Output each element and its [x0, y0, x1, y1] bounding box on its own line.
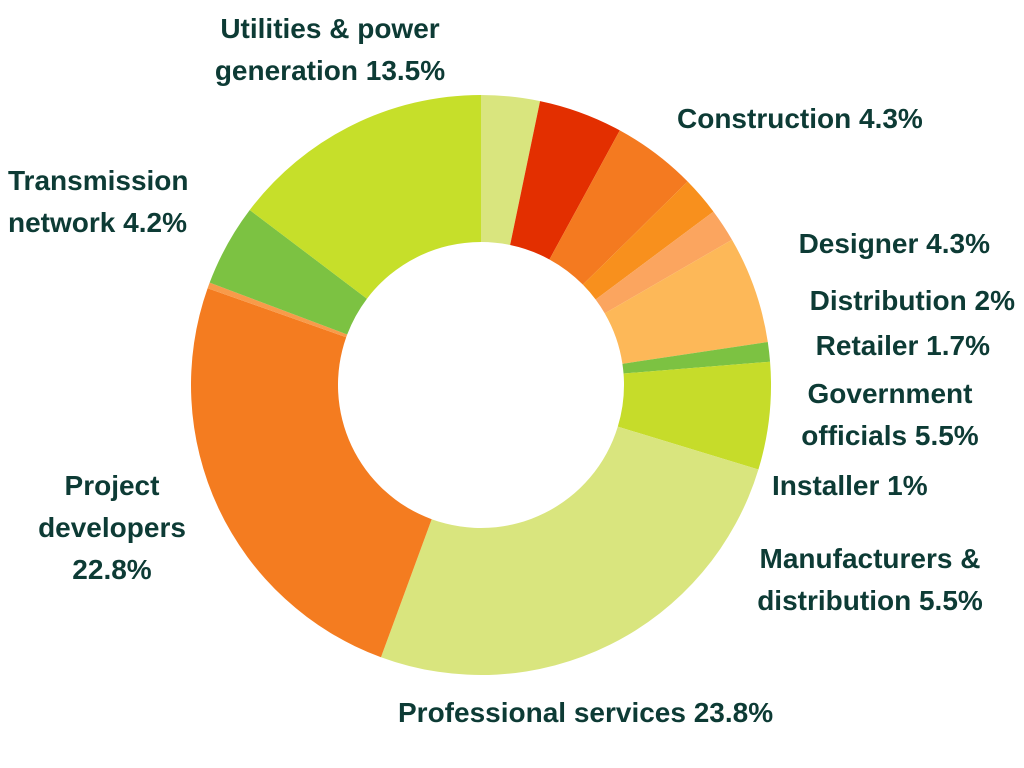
donut-slice	[481, 95, 541, 245]
donut-slice	[380, 426, 759, 675]
donut-slice	[207, 282, 348, 338]
value-label: 13.5%	[365, 55, 446, 86]
category-name: Installer	[772, 470, 880, 501]
value-label: 5.5%	[918, 585, 983, 616]
value-label: 1.7%	[926, 330, 990, 361]
category-name: Project developers	[38, 470, 186, 543]
donut-slice	[249, 95, 481, 299]
donut-slice	[549, 130, 688, 285]
slice-label: Transmission network 4.2%	[8, 160, 238, 244]
donut-slice	[190, 288, 432, 658]
value-label: 23.8%	[693, 697, 774, 728]
slice-label: Professional services 23.8%	[398, 692, 898, 734]
donut-slice	[604, 239, 768, 364]
slice-label: Utilities & power generation 13.5%	[180, 8, 480, 92]
slice-label: Retailer 1.7%	[690, 325, 990, 367]
category-name: Transmission network	[8, 165, 189, 238]
slice-label: Designer 4.3%	[690, 223, 990, 265]
category-name: Manufacturers & distribution	[757, 543, 981, 616]
slice-label: Manufacturers & distribution 5.5%	[730, 538, 1010, 622]
donut-slice	[622, 342, 771, 374]
value-label: 2%	[974, 285, 1015, 316]
value-label: 22.8%	[72, 554, 152, 585]
category-name: Retailer	[815, 330, 919, 361]
value-label: 4.2%	[123, 207, 187, 238]
donut-slice	[595, 211, 732, 314]
slice-label: Construction 4.3%	[677, 98, 997, 140]
category-name: Distribution	[809, 285, 967, 316]
category-name: Utilities & power generation	[214, 13, 440, 86]
value-label: 5.5%	[914, 420, 979, 451]
donut-slice	[617, 361, 771, 470]
value-label: 1%	[887, 470, 928, 501]
donut-slice	[582, 181, 714, 300]
category-name: Government officials	[801, 378, 973, 451]
slice-label: Government officials 5.5%	[775, 373, 1005, 457]
slice-label: Project developers 22.8%	[12, 465, 212, 591]
value-label: 4.3%	[859, 103, 923, 134]
category-name: Designer	[798, 228, 919, 259]
slice-label: Distribution 2%	[700, 280, 1015, 322]
category-name: Professional services	[398, 697, 686, 728]
donut-slice	[209, 210, 367, 335]
slice-label: Installer 1%	[772, 465, 1012, 507]
category-name: Construction	[677, 103, 852, 134]
donut-slice	[510, 101, 620, 260]
value-label: 4.3%	[926, 228, 990, 259]
